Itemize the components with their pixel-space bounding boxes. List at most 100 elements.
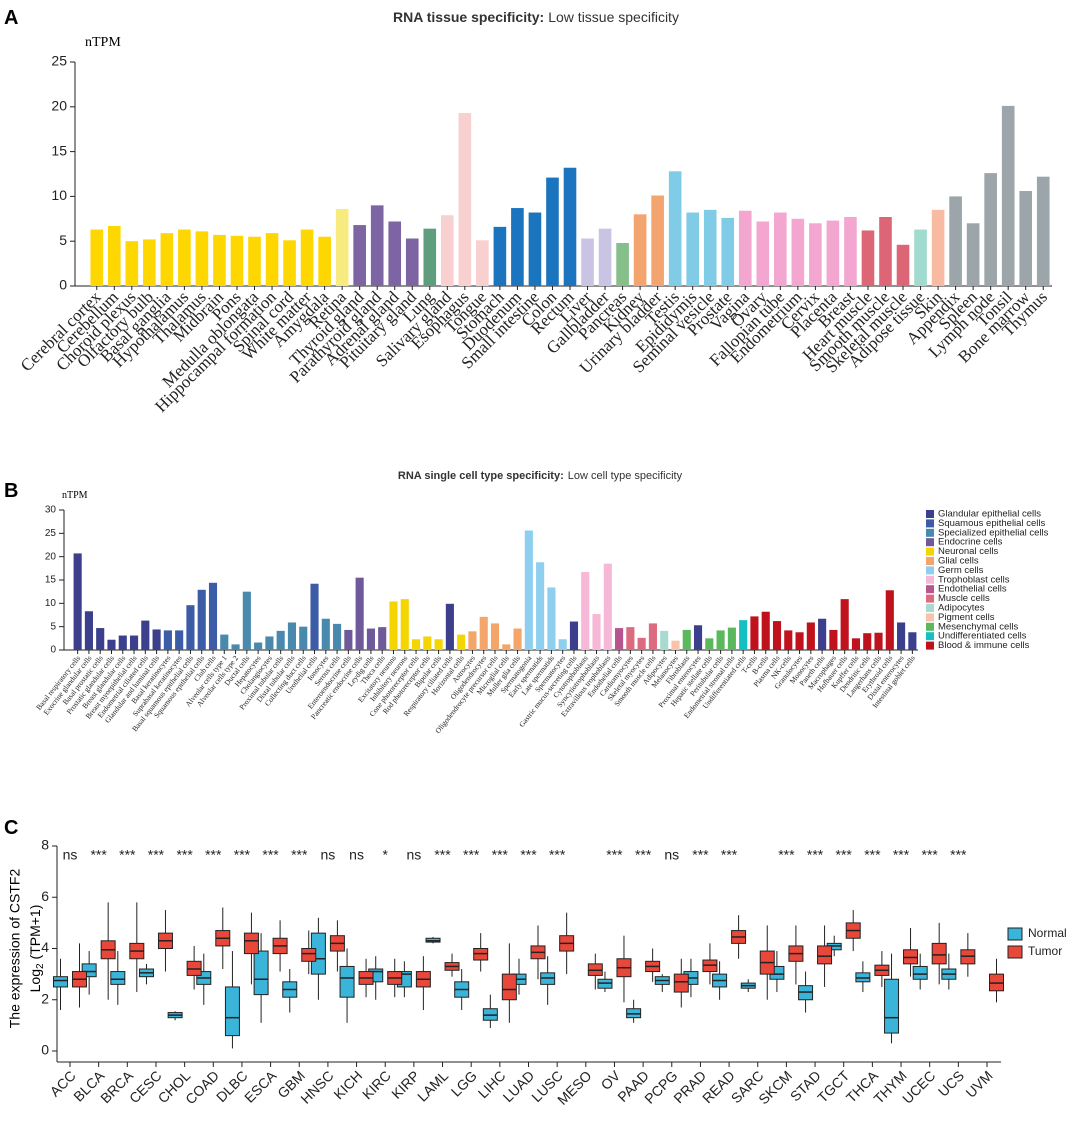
- y-tick-label: 10: [45, 598, 57, 609]
- y-tick-label: 15: [45, 575, 57, 586]
- bar: [299, 626, 308, 650]
- legend-label: Blood & immune cells: [938, 640, 1030, 651]
- legend-swatch: [926, 566, 934, 575]
- y-label-base: Log: [27, 969, 43, 992]
- bar: [809, 223, 822, 286]
- bar: [861, 230, 875, 286]
- bar: [370, 205, 384, 286]
- bar: [90, 229, 104, 286]
- bar: [129, 635, 139, 650]
- significance-label: *: [382, 847, 388, 863]
- bar: [265, 233, 279, 286]
- bar: [738, 210, 752, 286]
- x-tick-label: SKCM: [755, 1067, 795, 1107]
- legend-label: Glandular epithelial cells: [938, 509, 1041, 520]
- legend-label: Squamous epithelial cells: [938, 518, 1045, 529]
- panel-letter: B: [4, 480, 18, 502]
- bar: [818, 618, 827, 650]
- box: [931, 942, 947, 965]
- bar: [321, 618, 330, 650]
- y-tick-label: 20: [45, 551, 57, 562]
- bar: [616, 242, 629, 286]
- bar: [693, 625, 703, 650]
- y-tick-label: 20: [51, 98, 67, 114]
- legend-swatch: [926, 585, 934, 594]
- bar: [405, 238, 419, 286]
- y-label-rest: (TPM+1): [27, 905, 43, 960]
- bar: [795, 632, 804, 650]
- x-tick-label: ESCA: [241, 1067, 280, 1106]
- legend-label: Germ cells: [938, 565, 984, 576]
- significance-label: ***: [864, 847, 881, 863]
- bar: [197, 589, 206, 650]
- significance-label: ***: [520, 847, 537, 863]
- box: [243, 932, 259, 955]
- bar: [141, 620, 150, 650]
- bar: [160, 233, 174, 286]
- legend-label: Undifferentiated cells: [938, 631, 1027, 642]
- legend-label: Endocrine cells: [938, 537, 1003, 548]
- y-tick-label: 2: [41, 990, 49, 1006]
- title-bold: RNA single cell type specificity:: [398, 470, 564, 482]
- significance-label: ***: [434, 847, 451, 863]
- y-tick-label: 8: [41, 837, 49, 853]
- bar: [242, 591, 251, 650]
- significance-label: ***: [262, 847, 279, 863]
- bar: [195, 231, 209, 286]
- bar: [493, 226, 507, 286]
- bar: [863, 633, 872, 650]
- box: [817, 945, 833, 965]
- x-tick-label: LAML: [414, 1067, 451, 1104]
- bar: [879, 217, 892, 286]
- panel-letter: A: [4, 7, 18, 29]
- y-tick-label: 4: [41, 939, 49, 955]
- bar: [353, 225, 366, 286]
- bar: [660, 630, 669, 650]
- y-tick-label: 25: [45, 528, 57, 539]
- bar: [558, 639, 567, 650]
- bar: [984, 173, 997, 286]
- chart-title: RNA tissue specificity: Low tissue specif…: [393, 9, 679, 25]
- bar: [423, 228, 437, 286]
- box: [253, 950, 269, 996]
- bar: [254, 642, 263, 650]
- chart-title: RNA single cell type specificity: Low cel…: [398, 470, 683, 482]
- bar: [581, 238, 594, 286]
- bar: [163, 630, 172, 650]
- bar: [703, 209, 717, 286]
- box: [339, 965, 355, 998]
- significance-label: ***: [893, 847, 910, 863]
- y-tick-label: 10: [51, 187, 67, 203]
- bar: [175, 630, 184, 650]
- bar: [366, 628, 375, 650]
- bar: [107, 639, 116, 650]
- bar: [637, 637, 646, 650]
- bar: [784, 630, 793, 650]
- significance-label: ***: [922, 847, 939, 863]
- subtitle: Low cell type specificity: [568, 470, 683, 482]
- significance-label: ***: [950, 847, 967, 863]
- bar: [727, 627, 736, 650]
- x-tick-label: LUAD: [500, 1067, 538, 1105]
- bar: [125, 241, 139, 286]
- bar: [143, 239, 156, 286]
- bar: [457, 634, 466, 650]
- legend-swatch: [926, 632, 934, 641]
- significance-label: ***: [234, 847, 251, 863]
- bar: [513, 628, 522, 650]
- bar: [626, 627, 635, 650]
- significance-label: ns: [664, 847, 679, 863]
- bar: [547, 587, 556, 650]
- bar: [84, 611, 93, 650]
- y-tick-label: 6: [41, 888, 49, 904]
- significance-label: ***: [606, 847, 623, 863]
- legend-swatch: [926, 510, 934, 518]
- x-tick-label: UCS: [935, 1067, 967, 1099]
- y-axis-label: The expression of CSTF2: [7, 869, 23, 1029]
- bar: [344, 629, 353, 650]
- x-tick-label: PCPG: [641, 1067, 680, 1106]
- significance-label: ***: [148, 847, 165, 863]
- bar: [648, 623, 657, 650]
- subtitle: Low tissue specificity: [548, 9, 679, 25]
